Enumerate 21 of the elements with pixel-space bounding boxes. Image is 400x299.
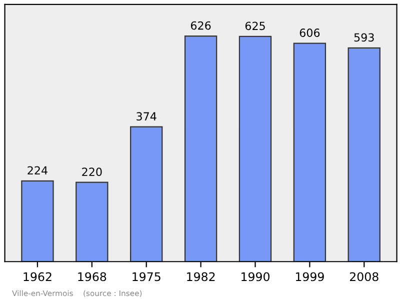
x-tick-label: 2008 [350, 272, 378, 282]
x-tick-label: 1968 [78, 272, 106, 282]
data-label: 626 [190, 21, 211, 30]
bar [184, 36, 218, 262]
x-tick-label: 1975 [132, 272, 160, 282]
bar [21, 180, 54, 262]
bar [293, 42, 326, 262]
x-tick-label: 1982 [187, 272, 215, 282]
bar [348, 47, 380, 262]
bar [238, 36, 272, 262]
data-label: 220 [82, 168, 102, 176]
bar [76, 182, 108, 262]
x-tick-label: 1962 [24, 272, 52, 282]
x-tick-label: 1990 [242, 272, 270, 282]
data-label: 374 [136, 112, 156, 121]
data-label: 625 [245, 22, 265, 30]
data-label: 593 [354, 33, 374, 42]
x-tick-label: 1999 [296, 272, 324, 282]
data-label: 224 [28, 166, 48, 174]
bar [130, 126, 163, 262]
data-label: 606 [300, 28, 320, 37]
